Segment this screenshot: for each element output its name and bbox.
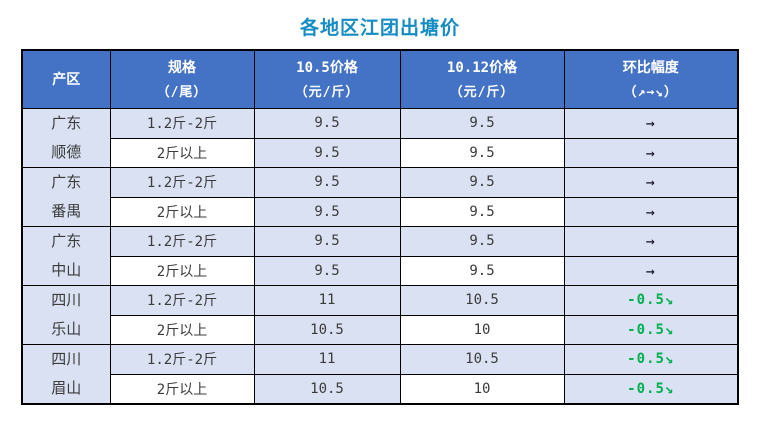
table-row: 广东 中山 1.2斤-2斤 9.5 9.5 → <box>21 226 739 286</box>
header-region-label: 产区 <box>52 71 81 88</box>
table-row: 四川 眉山 1.2斤-2斤 11 10.5 -0.5↘ <box>21 344 739 405</box>
region-province: 广东 <box>51 173 82 191</box>
table-row: 四川 乐山 1.2斤-2斤 11 10.5 -0.5↘ <box>21 285 739 345</box>
price-105-cell: 9.5 <box>253 137 401 168</box>
table-row: 2斤以上 10.5 10 -0.5↘ <box>22 314 739 345</box>
spec-cell: 2斤以上 <box>109 196 255 227</box>
region-cell-shunde: 广东 顺德 <box>21 108 111 168</box>
price-1012-cell: 9.5 <box>399 255 565 286</box>
change-cell: -0.5↘ <box>563 373 739 405</box>
region-city: 乐山 <box>51 320 82 338</box>
region-cell-zhongshan: 广东 中山 <box>21 226 111 286</box>
price-105-cell: 10.5 <box>253 314 401 345</box>
price-1012-cell: 10 <box>399 314 565 345</box>
header-region: 产区 <box>21 49 111 109</box>
change-cell: → <box>563 167 739 198</box>
change-cell: -0.5↘ <box>563 285 739 316</box>
price-105-cell: 9.5 <box>253 196 401 227</box>
region-city: 番禺 <box>51 202 82 220</box>
header-price-1012-unit: （元/斤） <box>449 84 515 100</box>
table-header: 产区 规格 （/尾） 10.5价格 （元/斤） 10.12价格 <box>21 49 739 109</box>
price-1012-cell: 10.5 <box>399 344 565 375</box>
header-price-105-label: 10.5价格 <box>296 59 358 76</box>
region-city: 中山 <box>51 261 82 279</box>
price-1012-cell: 10.5 <box>399 285 565 316</box>
price-1012-cell: 10 <box>399 373 565 405</box>
price-105-cell: 11 <box>253 344 401 375</box>
change-cell: → <box>563 137 739 168</box>
spec-cell: 2斤以上 <box>109 314 255 345</box>
table-row: 2斤以上 9.5 9.5 → <box>22 255 739 286</box>
region-city: 顺德 <box>51 143 82 161</box>
spec-cell: 1.2斤-2斤 <box>109 285 255 316</box>
region-province: 广东 <box>51 114 82 132</box>
region-cell-leshan: 四川 乐山 <box>21 285 111 345</box>
price-1012-cell: 9.5 <box>399 196 565 227</box>
change-cell: -0.5↘ <box>563 344 739 375</box>
spec-cell: 1.2斤-2斤 <box>109 108 255 139</box>
table-body: 广东 顺德 1.2斤-2斤 9.5 9.5 → 2斤以上 9.5 9.5 → <box>21 108 739 405</box>
header-change-label: 环比幅度 <box>622 59 679 76</box>
price-105-cell: 9.5 <box>253 226 401 257</box>
table-row: 2斤以上 10.5 10 -0.5↘ <box>22 373 739 405</box>
table-row: 广东 顺德 1.2斤-2斤 9.5 9.5 → <box>21 108 739 168</box>
price-105-cell: 9.5 <box>253 255 401 286</box>
region-province: 四川 <box>51 350 82 368</box>
price-1012-cell: 9.5 <box>399 108 565 139</box>
header-row: 产区 规格 （/尾） 10.5价格 （元/斤） 10.12价格 <box>21 49 739 109</box>
price-105-cell: 10.5 <box>253 373 401 405</box>
header-price-1012: 10.12价格 （元/斤） <box>399 49 565 109</box>
spec-cell: 2斤以上 <box>109 255 255 286</box>
change-cell: -0.5↘ <box>563 314 739 345</box>
spec-cell: 1.2斤-2斤 <box>109 226 255 257</box>
header-change-arrows: （↗→↘） <box>623 84 678 100</box>
change-cell: → <box>563 226 739 257</box>
region-cell-meishan: 四川 眉山 <box>21 344 111 405</box>
header-spec: 规格 （/尾） <box>109 49 255 109</box>
region-province: 四川 <box>51 291 82 309</box>
spec-cell: 1.2斤-2斤 <box>109 167 255 198</box>
change-cell: → <box>563 108 739 139</box>
header-price-1012-label: 10.12价格 <box>446 59 518 76</box>
header-price-105: 10.5价格 （元/斤） <box>253 49 401 109</box>
price-105-cell: 9.5 <box>253 108 401 139</box>
page-title: 各地区江团出塘价 <box>299 17 460 39</box>
change-cell: → <box>563 255 739 286</box>
spec-cell: 2斤以上 <box>109 137 255 168</box>
header-price-105-unit: （元/斤） <box>294 84 360 100</box>
price-1012-cell: 9.5 <box>399 226 565 257</box>
region-cell-panyu: 广东 番禺 <box>21 167 111 227</box>
price-105-cell: 9.5 <box>253 167 401 198</box>
change-cell: → <box>563 196 739 227</box>
price-1012-cell: 9.5 <box>399 137 565 168</box>
header-spec-unit: （/尾） <box>156 84 208 100</box>
price-105-cell: 11 <box>253 285 401 316</box>
table-row: 2斤以上 9.5 9.5 → <box>22 196 739 227</box>
spec-cell: 2斤以上 <box>109 373 255 405</box>
table-row: 广东 番禺 1.2斤-2斤 9.5 9.5 → <box>21 167 739 227</box>
header-change: 环比幅度 （↗→↘） <box>563 49 739 109</box>
price-1012-cell: 9.5 <box>399 167 565 198</box>
region-province: 广东 <box>51 232 82 250</box>
header-spec-label: 规格 <box>168 59 196 76</box>
price-table: 产区 规格 （/尾） 10.5价格 （元/斤） 10.12价格 <box>21 49 739 405</box>
table-row: 2斤以上 9.5 9.5 → <box>22 137 739 168</box>
spec-cell: 1.2斤-2斤 <box>109 344 255 375</box>
region-city: 眉山 <box>51 379 82 397</box>
